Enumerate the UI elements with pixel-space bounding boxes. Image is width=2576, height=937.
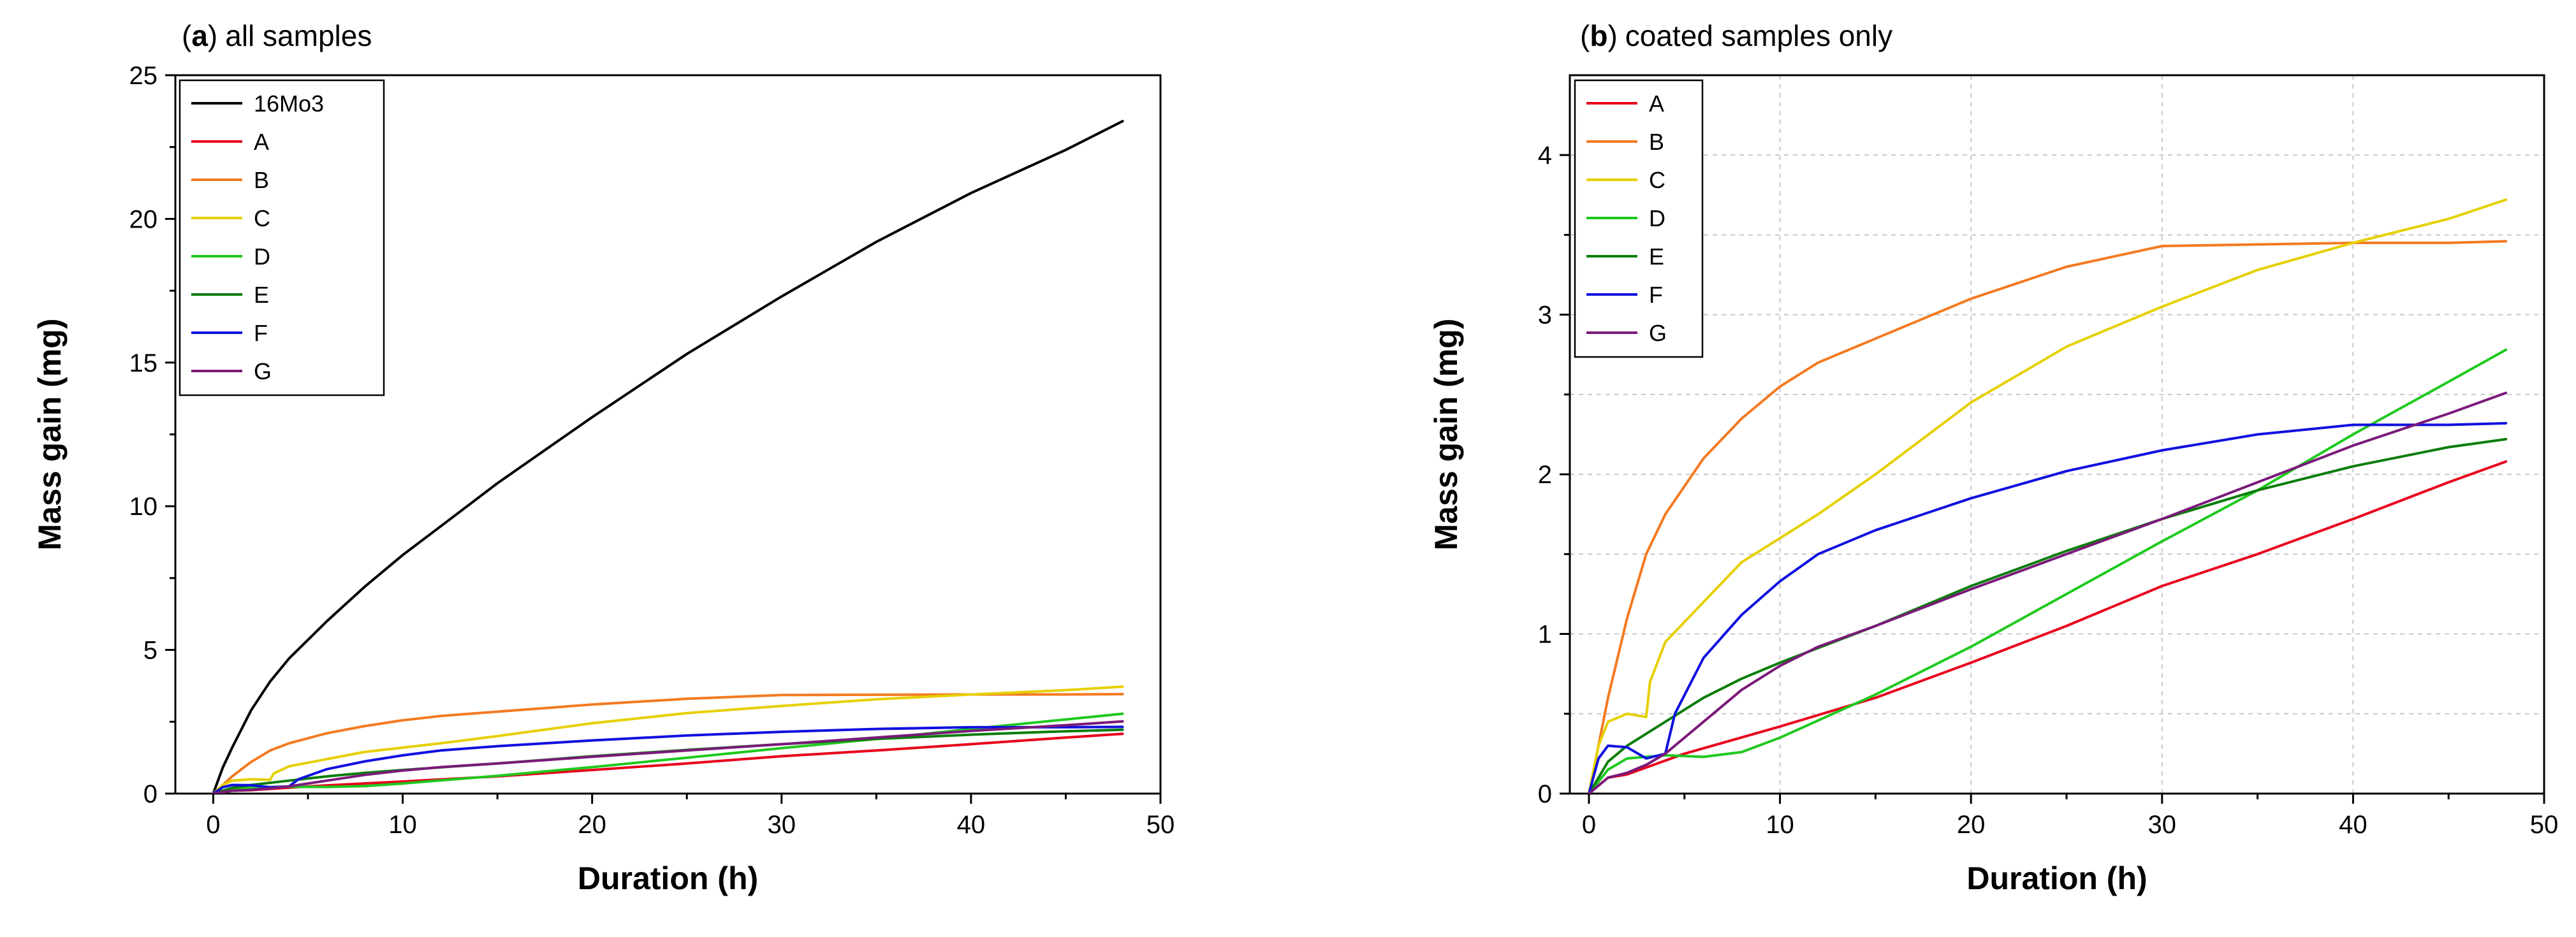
x-tick-label: 50 <box>2530 811 2559 839</box>
y-tick-label: 20 <box>129 205 158 233</box>
series-line-c <box>1588 198 2508 794</box>
legend-label: D <box>1649 205 1665 231</box>
y-axis-title: Mass gain (mg) <box>32 319 68 551</box>
legend-label: 16Mo3 <box>254 91 324 117</box>
series-line-f <box>1588 422 2508 794</box>
x-tick-label: 30 <box>2148 811 2177 839</box>
legend-label: A <box>254 129 269 155</box>
y-tick-label: 25 <box>129 62 158 90</box>
y-tick-label: 1 <box>1538 621 1552 649</box>
series-group <box>1588 198 2508 794</box>
x-tick-label: 40 <box>2339 811 2367 839</box>
y-axis-title: Mass gain (mg) <box>1428 319 1464 551</box>
y-tick-label: 0 <box>143 780 157 808</box>
y-tick-label: 3 <box>1538 301 1552 330</box>
legend-box <box>179 79 385 396</box>
legend-label: F <box>254 320 268 346</box>
panel-title-open: ( <box>182 19 192 52</box>
y-tick-label: 0 <box>1538 780 1552 808</box>
legend-label: F <box>1649 282 1663 308</box>
legend-label: C <box>254 205 270 231</box>
panel-title-close: ) <box>208 19 217 52</box>
series-line-f <box>212 725 1124 794</box>
panel-title: (b) coated samples only <box>1580 19 1892 52</box>
y-tick-label: 2 <box>1538 461 1552 489</box>
series-line-d <box>1588 348 2508 794</box>
y-tick-label: 4 <box>1538 142 1552 170</box>
legend-label: E <box>1649 243 1664 270</box>
x-axis-title: Duration (h) <box>1966 861 2147 896</box>
series-line-b <box>212 693 1124 794</box>
legend-label: B <box>1649 129 1664 155</box>
x-tick-label: 20 <box>1957 811 1986 839</box>
panel-letter: a <box>191 19 208 52</box>
panel-letter: b <box>1590 19 1607 52</box>
legend-label: B <box>254 167 269 193</box>
panel-title-close: ) <box>1607 19 1617 52</box>
panel-title: (a) all samples <box>182 19 372 52</box>
panel-b-chart: 0 10 20 30 40 50 0 1 2 3 4 (b) coated samples only Du… <box>1428 19 2558 896</box>
series-line-c <box>212 685 1124 794</box>
x-tick-label: 10 <box>1766 811 1794 839</box>
legend-label: C <box>1649 167 1665 193</box>
y-tick-label: 5 <box>143 637 157 665</box>
panel-title-text: all samples <box>225 19 372 52</box>
x-tick-label: 20 <box>578 811 606 839</box>
panel-a-chart: 0 10 20 30 40 50 0 5 10 15 20 25 (a) all samples Durat… <box>32 19 1175 896</box>
x-axis-title: Duration (h) <box>578 861 758 896</box>
legend-label: D <box>254 243 270 270</box>
plot-frame <box>1569 74 2545 795</box>
x-tick-label: 50 <box>1146 811 1175 839</box>
legend-label: G <box>1649 320 1667 346</box>
series-line-16mo3 <box>212 120 1124 794</box>
panel-title-text: coated samples only <box>1625 19 1892 52</box>
series-line-b <box>1588 240 2508 794</box>
x-tick-label: 0 <box>1582 811 1596 839</box>
x-tick-label: 30 <box>768 811 796 839</box>
x-tick-label: 10 <box>388 811 417 839</box>
panel-title-open: ( <box>1580 19 1590 52</box>
legend-label: G <box>254 358 272 384</box>
x-tick-label: 40 <box>957 811 986 839</box>
series-line-g <box>212 720 1124 794</box>
y-tick-label: 10 <box>129 493 158 521</box>
series-group <box>212 120 1124 794</box>
series-line-g <box>1588 391 2508 794</box>
series-line-a <box>1588 460 2508 794</box>
legend-label: A <box>1649 91 1664 117</box>
x-tick-label: 0 <box>206 811 220 839</box>
y-tick-label: 15 <box>129 349 158 377</box>
legend-label: E <box>254 282 269 308</box>
